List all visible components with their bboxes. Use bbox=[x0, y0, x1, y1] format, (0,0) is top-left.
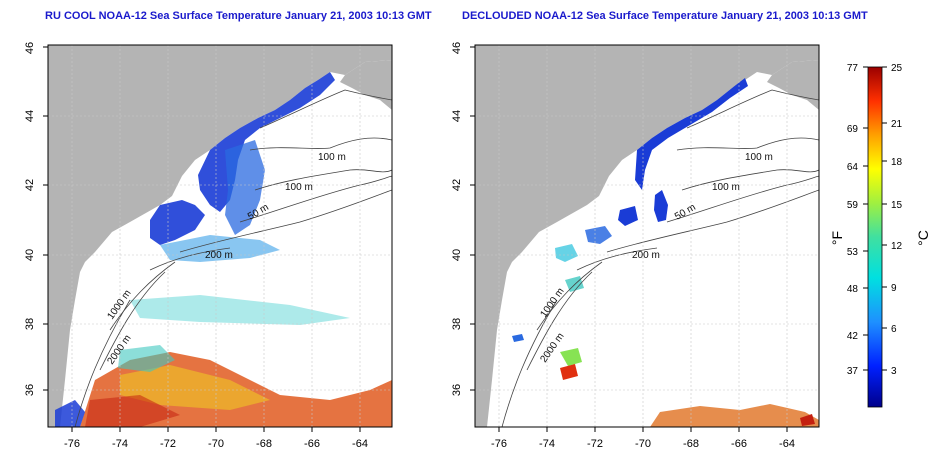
y-tick-label: 38 bbox=[451, 318, 463, 330]
colorbar-gradient bbox=[867, 66, 883, 408]
celsius-tick: 18 bbox=[891, 157, 903, 168]
x-tick-label: -66 bbox=[731, 438, 747, 450]
celsius-tick: 15 bbox=[891, 200, 903, 211]
celsius-tick: 25 bbox=[891, 63, 903, 74]
celsius-tick: 9 bbox=[891, 283, 897, 294]
y-tick-label: 44 bbox=[451, 110, 463, 122]
x-tick-label: -70 bbox=[635, 438, 651, 450]
y-tick-label: 46 bbox=[24, 42, 36, 54]
fahrenheit-tick: 53 bbox=[847, 247, 859, 258]
x-tick-label: -66 bbox=[304, 438, 320, 450]
y-tick-label: 42 bbox=[451, 179, 463, 191]
fahrenheit-tick: 69 bbox=[847, 124, 859, 135]
fahrenheit-tick: 48 bbox=[847, 284, 859, 295]
x-tick-label: -70 bbox=[208, 438, 224, 450]
fahrenheit-tick: 77 bbox=[847, 63, 859, 74]
y-tick-label: 36 bbox=[24, 384, 36, 396]
temperature-colorbar: 77 69 64 59 53 48 42 37 25 21 18 15 12 9… bbox=[829, 63, 931, 408]
left-map-title: RU COOL NOAA-12 Sea Surface Temperature … bbox=[45, 10, 432, 22]
fahrenheit-unit-label: °F bbox=[829, 231, 845, 245]
x-tick-label: -74 bbox=[539, 438, 555, 450]
cold-water-patch bbox=[635, 78, 748, 190]
contour-label: 100 m bbox=[318, 152, 346, 163]
graticule bbox=[48, 45, 392, 427]
y-tick-label: 40 bbox=[451, 249, 463, 261]
left-map: 100 m 100 m 50 m 200 m 1000 m 2000 m -76… bbox=[24, 42, 393, 450]
contour-label: 100 m bbox=[745, 152, 773, 163]
y-tick-label: 38 bbox=[24, 318, 36, 330]
land-mass bbox=[475, 45, 819, 427]
contour-label: 200 m bbox=[205, 250, 233, 261]
warm-water-patch bbox=[560, 364, 578, 380]
x-tick-label: -76 bbox=[64, 438, 80, 450]
contour-label: 200 m bbox=[632, 250, 660, 261]
y-tick-label: 36 bbox=[451, 384, 463, 396]
x-tick-label: -64 bbox=[352, 438, 368, 450]
x-tick-label: -68 bbox=[683, 438, 699, 450]
graticule bbox=[475, 45, 819, 427]
fahrenheit-tick: 59 bbox=[847, 200, 859, 211]
x-tick-label: -72 bbox=[160, 438, 176, 450]
right-map-title: DECLOUDED NOAA-12 Sea Surface Temperatur… bbox=[462, 10, 868, 22]
x-tick-label: -72 bbox=[587, 438, 603, 450]
fahrenheit-tick: 64 bbox=[847, 162, 859, 173]
right-map: 100 m 100 m 50 m 200 m 1000 m 2000 m -76… bbox=[451, 42, 820, 450]
fahrenheit-tick: 42 bbox=[847, 331, 859, 342]
y-tick-label: 40 bbox=[24, 249, 36, 261]
land-mass bbox=[48, 45, 392, 427]
y-tick-label: 44 bbox=[24, 110, 36, 122]
celsius-tick: 21 bbox=[891, 119, 903, 130]
contour-label: 100 m bbox=[712, 182, 740, 193]
right-map-frame bbox=[474, 44, 820, 428]
x-tick-label: -76 bbox=[491, 438, 507, 450]
celsius-tick: 3 bbox=[891, 366, 897, 377]
depth-contours bbox=[501, 89, 819, 427]
contour-label: 100 m bbox=[285, 182, 313, 193]
left-map-frame bbox=[47, 44, 393, 428]
y-tick-label: 46 bbox=[451, 42, 463, 54]
depth-contours bbox=[74, 89, 392, 427]
x-tick-label: -74 bbox=[112, 438, 128, 450]
fahrenheit-tick: 37 bbox=[847, 366, 859, 377]
celsius-tick: 6 bbox=[891, 324, 897, 335]
x-tick-label: -64 bbox=[779, 438, 795, 450]
y-tick-label: 42 bbox=[24, 179, 36, 191]
celsius-tick: 12 bbox=[891, 241, 903, 252]
celsius-unit-label: °C bbox=[915, 230, 931, 246]
x-tick-label: -68 bbox=[256, 438, 272, 450]
